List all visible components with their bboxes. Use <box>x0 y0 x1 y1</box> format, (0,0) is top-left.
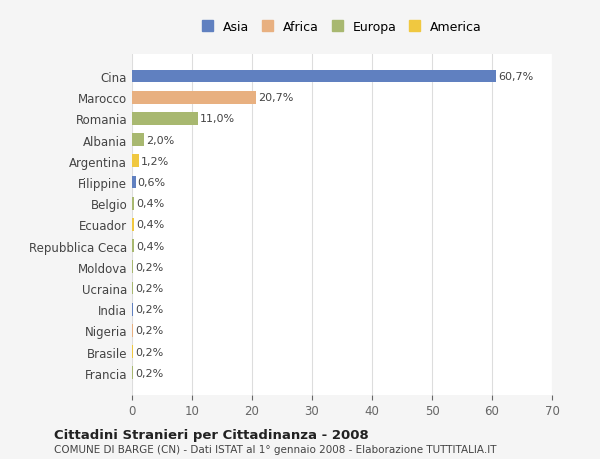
Bar <box>132 325 133 337</box>
Bar <box>132 346 133 358</box>
Text: Cittadini Stranieri per Cittadinanza - 2008: Cittadini Stranieri per Cittadinanza - 2… <box>54 428 369 441</box>
Bar <box>132 176 136 189</box>
Text: 0,6%: 0,6% <box>137 178 166 188</box>
Text: 20,7%: 20,7% <box>258 93 293 103</box>
Bar <box>132 240 134 252</box>
Bar <box>132 303 133 316</box>
Text: 0,4%: 0,4% <box>136 241 164 251</box>
Bar <box>132 282 133 295</box>
Legend: Asia, Africa, Europa, America: Asia, Africa, Europa, America <box>198 17 486 38</box>
Text: 0,2%: 0,2% <box>135 368 163 378</box>
Bar <box>132 92 256 104</box>
Text: 0,2%: 0,2% <box>135 283 163 293</box>
Text: 11,0%: 11,0% <box>200 114 235 124</box>
Bar <box>132 261 133 274</box>
Bar <box>132 71 496 83</box>
Bar <box>132 367 133 379</box>
Text: 0,2%: 0,2% <box>135 262 163 272</box>
Bar <box>132 197 134 210</box>
Text: COMUNE DI BARGE (CN) - Dati ISTAT al 1° gennaio 2008 - Elaborazione TUTTITALIA.I: COMUNE DI BARGE (CN) - Dati ISTAT al 1° … <box>54 444 497 454</box>
Text: 60,7%: 60,7% <box>498 72 533 82</box>
Text: 0,4%: 0,4% <box>136 220 164 230</box>
Bar <box>132 155 139 168</box>
Text: 0,2%: 0,2% <box>135 326 163 336</box>
Text: 0,2%: 0,2% <box>135 304 163 314</box>
Bar <box>132 218 134 231</box>
Text: 2,0%: 2,0% <box>146 135 174 146</box>
Bar <box>132 113 198 125</box>
Text: 0,4%: 0,4% <box>136 199 164 209</box>
Bar <box>132 134 144 147</box>
Text: 1,2%: 1,2% <box>141 157 169 167</box>
Text: 0,2%: 0,2% <box>135 347 163 357</box>
